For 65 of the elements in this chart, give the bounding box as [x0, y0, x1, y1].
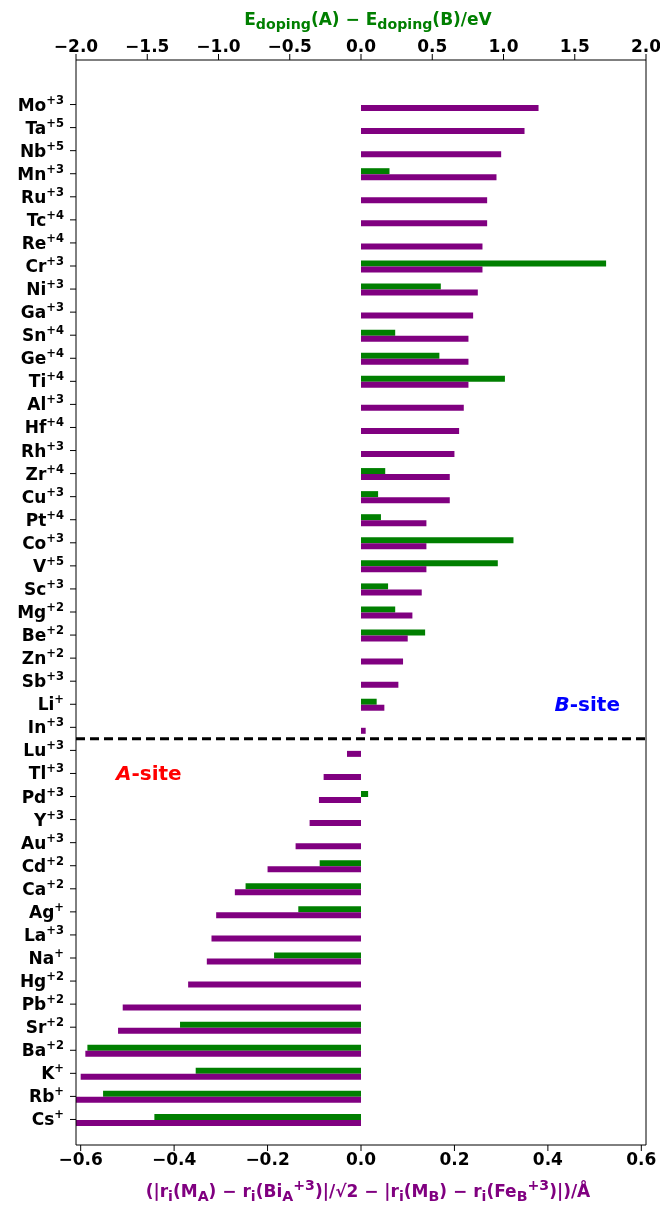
y-tick-label: Co$^{+3}$: [22, 530, 64, 553]
x2-tick-label: −1.0: [196, 36, 241, 56]
y-tick-label: Tc$^{+4}$: [26, 207, 64, 230]
x2-tick-label: −2.0: [53, 36, 99, 56]
text: (|r$_{i}$(M$_{A}$) − r$_{i}$(Bi$_{A}$$^{+3}$)|/√2 − |r$_{i}$(M$_{B}$) − r$_{i}$(Fe$_{B}$$^{+3}$)|)/Å: [145, 1177, 591, 1205]
y-tick-label: Al$^{+3}$: [27, 392, 64, 415]
x2-tick-label: 1.5: [559, 36, 590, 56]
y-tick-label: Cs$^{+}$: [31, 1107, 64, 1130]
y-tick-label: Cd$^{+2}$: [21, 853, 64, 876]
y-tick-label: Rb$^{+}$: [29, 1084, 64, 1107]
x-tick-label: 0.2: [439, 1149, 470, 1170]
y-tick-label: Na$^{+}$: [28, 946, 64, 968]
y-tick-label: Ni$^{+3}$: [26, 277, 64, 300]
y-tick-label: Sb$^{+3}$: [21, 669, 64, 692]
y-tick-label: Ge$^{+4}$: [20, 346, 64, 369]
y-tick-label: Ti$^{+4}$: [28, 369, 64, 392]
y-tick-label: Ta$^{+5}$: [25, 115, 64, 138]
y-tick-label: V$^{+5}$: [33, 553, 64, 576]
y-tick-label: In$^{+3}$: [27, 715, 64, 738]
x-tick-label: −0.2: [245, 1149, 290, 1170]
y-tick-label: Mn$^{+3}$: [17, 161, 64, 184]
y-tick-label: Cu$^{+3}$: [21, 484, 64, 507]
y-tick-label: Be$^{+2}$: [21, 623, 64, 646]
y-tick-label: Ca$^{+2}$: [22, 876, 64, 899]
annotation: A-site: [114, 761, 182, 786]
y-tick-label: Mo$^{+3}$: [17, 92, 64, 115]
y-tick-label: Hg$^{+2}$: [19, 969, 64, 992]
y-tick-label: Ag$^{+}$: [28, 899, 64, 922]
y-tick-label: Rh$^{+3}$: [21, 438, 64, 461]
y-tick-label: Sc$^{+3}$: [23, 576, 64, 599]
y-tick-label: Lu$^{+3}$: [23, 738, 64, 761]
y-tick-label: Cr$^{+3}$: [25, 254, 64, 276]
y-tick-label: La$^{+3}$: [23, 922, 64, 945]
y-tick-label: Y$^{+3}$: [32, 807, 64, 830]
x2-axis-title: E$_{doping}$(A) − E$_{doping}$(B)/eV: [243, 8, 493, 33]
y-tick-label: Mg$^{+2}$: [17, 600, 64, 622]
x2-tick-label: 0.0: [345, 36, 377, 56]
x2-tick-label: 2.0: [630, 36, 662, 56]
y-tick-label: Re$^{+4}$: [21, 230, 64, 253]
x2-tick-label: 0.5: [417, 36, 448, 56]
y-tick-label: Ba$^{+2}$: [21, 1038, 64, 1061]
x2-tick-label: −0.5: [267, 36, 312, 56]
y-tick-label: Tl$^{+3}$: [28, 761, 64, 784]
x2-tick-label: −1.5: [125, 36, 170, 56]
y-tick-label: K$^{+}$: [41, 1061, 64, 1084]
y-tick-label: Hf$^{+4}$: [24, 415, 64, 438]
y-tick-label: Au$^{+3}$: [21, 830, 64, 853]
y-tick-label: Sr$^{+2}$: [25, 1015, 64, 1038]
x2-tick-label: 1.0: [488, 36, 519, 56]
y-tick-label: Zr$^{+4}$: [25, 461, 64, 484]
x-tick-label: −0.6: [58, 1149, 103, 1170]
annotation: B-site: [554, 692, 620, 717]
y-tick-label: Li$^{+}$: [37, 692, 64, 715]
y-tick-label: Pb$^{+2}$: [21, 992, 64, 1015]
x-tick-label: 0.6: [626, 1149, 657, 1170]
y-tick-label: Zn$^{+2}$: [21, 646, 64, 669]
x-tick-label: 0.4: [532, 1149, 564, 1170]
y-tick-label: Nb$^{+5}$: [19, 138, 64, 161]
y-tick-label: Sn$^{+4}$: [21, 323, 64, 346]
x-tick-label: 0.0: [345, 1149, 377, 1170]
y-tick-label: Ga$^{+3}$: [20, 300, 64, 323]
x-tick-label: −0.4: [151, 1149, 197, 1170]
y-tick-label: Pd$^{+3}$: [21, 784, 64, 807]
y-tick-label: Pt$^{+4}$: [25, 507, 64, 530]
y-tick-label: Ru$^{+3}$: [21, 184, 64, 207]
